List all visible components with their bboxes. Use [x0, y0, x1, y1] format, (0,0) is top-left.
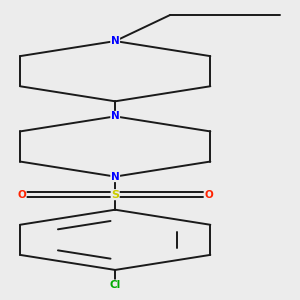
- Text: N: N: [111, 111, 119, 122]
- Text: Cl: Cl: [110, 280, 121, 290]
- Text: N: N: [111, 172, 119, 182]
- Text: N: N: [111, 36, 119, 46]
- Text: S: S: [111, 190, 119, 200]
- Text: O: O: [204, 190, 213, 200]
- Text: O: O: [17, 190, 26, 200]
